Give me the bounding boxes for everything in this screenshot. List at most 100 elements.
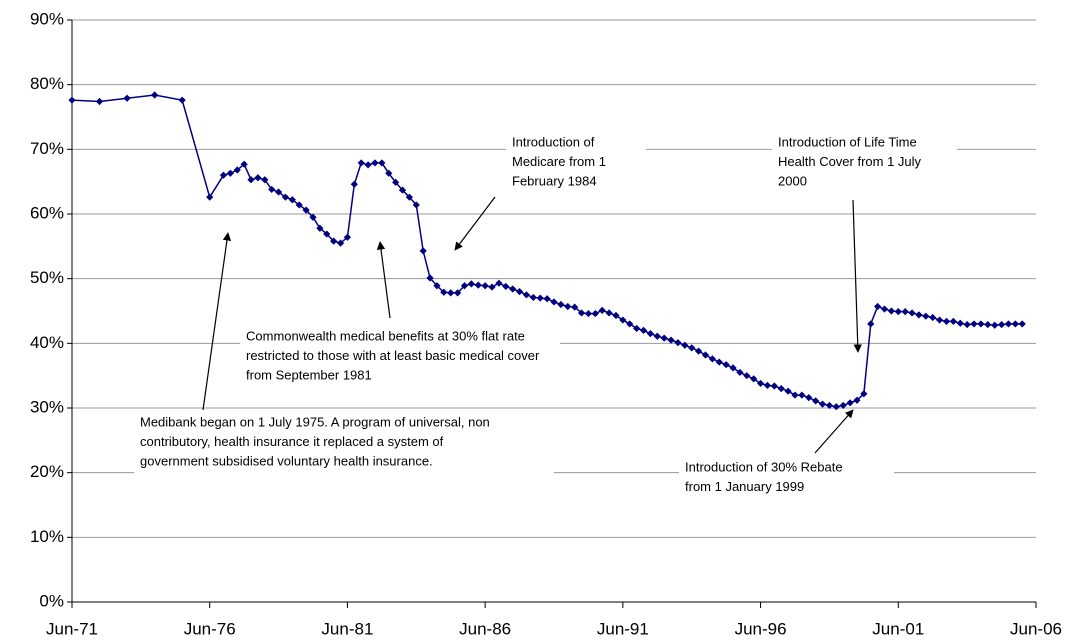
data-point <box>281 193 290 201</box>
data-point <box>536 294 544 302</box>
x-tick-label: Jun-71 <box>46 619 98 638</box>
data-point <box>254 174 262 182</box>
x-tick-label: Jun-06 <box>1010 619 1062 638</box>
data-point <box>261 176 269 184</box>
data-point <box>460 282 469 290</box>
data-point <box>336 239 345 247</box>
data-point <box>123 94 131 102</box>
data-point <box>653 332 661 340</box>
data-point <box>488 283 496 291</box>
data-point <box>805 394 813 402</box>
data-point <box>619 316 627 324</box>
data-point <box>392 178 400 186</box>
data-point <box>474 281 482 289</box>
data-point <box>880 305 889 313</box>
data-point <box>433 282 441 290</box>
data-point <box>777 385 785 393</box>
annotation-text: Commonwealth medical benefits at 30% fla… <box>246 328 525 343</box>
data-point <box>323 230 331 238</box>
data-point <box>984 320 992 329</box>
data-point <box>529 293 537 302</box>
annotation-text: Medibank began on 1 July 1975. A program… <box>140 414 490 429</box>
annotation-box <box>506 132 646 194</box>
data-point <box>247 176 255 184</box>
data-point <box>598 306 606 314</box>
y-tick-label: 80% <box>30 74 64 93</box>
data-point <box>839 401 847 410</box>
data-point <box>288 196 296 204</box>
data-point <box>151 91 159 99</box>
y-tick-label: 60% <box>30 203 64 222</box>
data-point <box>743 372 751 380</box>
data-point <box>756 379 765 388</box>
annotation-arrow <box>202 232 232 411</box>
data-point <box>853 396 861 404</box>
y-tick-label: 10% <box>30 527 64 546</box>
data-point <box>454 289 462 297</box>
annotation-text: Medicare from 1 <box>512 154 606 169</box>
annotation-arrow <box>814 409 854 454</box>
annotation-text: from September 1981 <box>246 367 372 382</box>
data-point <box>302 206 310 214</box>
data-point <box>908 309 916 317</box>
data-point <box>750 375 758 383</box>
data-point <box>681 341 689 349</box>
x-tick-label: Jun-76 <box>184 619 236 638</box>
data-point <box>412 201 420 209</box>
data-point <box>660 334 668 342</box>
data-point <box>274 188 283 196</box>
data-point <box>68 96 76 104</box>
data-point <box>949 317 957 325</box>
y-tick-label: 30% <box>30 397 64 416</box>
data-point <box>674 339 682 347</box>
data-point <box>695 347 703 355</box>
data-point <box>268 185 276 194</box>
y-tick-label: 40% <box>30 333 64 352</box>
data-point <box>715 358 723 366</box>
annotation-box <box>772 132 957 194</box>
y-tick-label: 0% <box>39 591 64 610</box>
data-point <box>936 316 944 324</box>
data-point <box>688 344 696 352</box>
data-point <box>929 313 937 322</box>
data-point <box>1004 320 1013 328</box>
y-tick-label: 50% <box>30 268 64 287</box>
data-point <box>447 289 455 297</box>
data-point <box>426 274 434 282</box>
data-point <box>398 186 407 194</box>
data-point <box>543 295 551 303</box>
data-point <box>1011 320 1019 328</box>
data-point <box>557 300 565 309</box>
data-point <box>633 324 641 333</box>
annotation-arrow <box>852 199 862 353</box>
data-point <box>612 311 620 320</box>
data-point <box>991 321 999 329</box>
annotation-text: contributory, health insurance it replac… <box>140 434 444 449</box>
data-point <box>509 285 517 293</box>
data-point <box>832 403 840 411</box>
data-point <box>309 213 317 221</box>
data-point <box>178 96 186 104</box>
annotation-text: Introduction of <box>512 134 595 149</box>
data-point <box>977 320 985 328</box>
data-point <box>970 320 978 328</box>
x-tick-label: Jun-86 <box>459 619 511 638</box>
data-point <box>894 308 902 316</box>
data-point <box>708 355 716 363</box>
annotation-box <box>679 457 894 499</box>
data-point <box>784 387 792 395</box>
annotation-text: 2000 <box>778 173 807 188</box>
x-tick-label: Jun-01 <box>872 619 924 638</box>
data-point <box>639 326 648 334</box>
annotation-arrow <box>454 196 496 251</box>
data-point <box>1018 320 1026 328</box>
data-point <box>219 171 228 179</box>
data-point <box>867 320 875 328</box>
data-point <box>440 288 448 296</box>
data-point <box>818 400 827 408</box>
data-point <box>571 303 579 311</box>
data-point <box>956 319 964 327</box>
annotation-text: Health Cover from 1 July <box>778 154 922 169</box>
data-point <box>763 381 772 389</box>
